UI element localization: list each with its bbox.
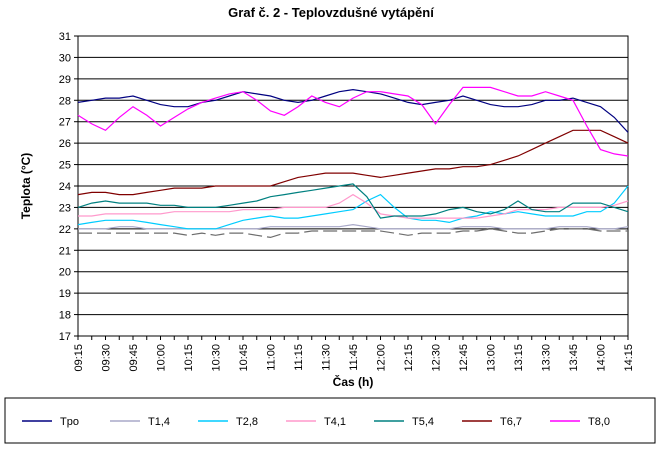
gridlines bbox=[78, 56, 628, 316]
y-axis: 17 18 19 20 21 22 23 24 25 26 27 28 29 30 31 bbox=[59, 31, 78, 343]
x-tick-label: 12:45 bbox=[458, 344, 470, 372]
x-tick-label: 13:00 bbox=[486, 344, 498, 372]
x-tick-label: 12:15 bbox=[403, 344, 415, 372]
x-tick-label: 10:00 bbox=[156, 344, 168, 372]
series-line-T8-0 bbox=[77, 86, 629, 157]
x-tick-label: 11:00 bbox=[266, 344, 278, 371]
legend-entry: T6,7 bbox=[500, 416, 522, 428]
x-tick-label: 12:00 bbox=[376, 344, 388, 372]
y-tick-label: 18 bbox=[59, 310, 71, 322]
chart-title: Graf č. 2 - Teplovzdušné vytápění bbox=[228, 5, 434, 20]
series-line-T2-8 bbox=[77, 185, 629, 230]
x-tick-label: 13:30 bbox=[541, 344, 553, 372]
x-tick-label: 10:30 bbox=[211, 344, 223, 372]
series-line-T1-4 bbox=[78, 223, 629, 230]
y-tick-label: 28 bbox=[59, 95, 71, 107]
y-tick-label: 24 bbox=[59, 181, 71, 193]
x-tick-label: 09:15 bbox=[73, 344, 85, 372]
x-tick-label: 12:30 bbox=[431, 344, 443, 372]
y-axis-label: Teplota (°C) bbox=[19, 153, 33, 220]
y-tick-label: 23 bbox=[59, 202, 71, 214]
x-tick-label: 11:15 bbox=[293, 344, 305, 371]
y-tick-label: 17 bbox=[59, 331, 71, 343]
series-lines bbox=[77, 86, 629, 239]
y-tick-label: 31 bbox=[59, 31, 71, 43]
y-tick-label: 29 bbox=[59, 74, 71, 86]
legend-entry: Tpo bbox=[60, 416, 79, 428]
x-tick-label: 09:45 bbox=[128, 344, 140, 372]
y-tick-label: 30 bbox=[59, 52, 71, 64]
x-tick-label: 11:30 bbox=[321, 344, 333, 371]
legend-entry: T5,4 bbox=[412, 416, 434, 428]
x-tick-label: 10:45 bbox=[238, 344, 250, 372]
series-line-T4-1 bbox=[78, 193, 629, 219]
x-axis-label: Čas (h) bbox=[333, 374, 374, 389]
y-tick-label: 20 bbox=[59, 267, 71, 279]
x-tick-label: 09:30 bbox=[101, 344, 113, 372]
legend-entry: T1,4 bbox=[148, 416, 170, 428]
x-tick-label: 14:00 bbox=[596, 344, 608, 372]
series-line-unlabeled-7 bbox=[78, 228, 628, 239]
series-line-T6-7 bbox=[77, 129, 629, 196]
y-tick-label: 21 bbox=[59, 245, 71, 257]
legend-entry: T8,0 bbox=[588, 416, 610, 428]
legend-items: Tpo T1,4 T2,8 T4,1 T5,4 T6,7 T8,0 bbox=[22, 416, 610, 428]
x-tick-label: 13:45 bbox=[568, 344, 580, 372]
legend-entry: T4,1 bbox=[324, 416, 346, 428]
x-tick-label: 14:15 bbox=[623, 344, 635, 372]
x-axis: 09:15 09:30 09:45 10:00 10:15 10:30 10:45 11:00… bbox=[73, 336, 635, 372]
x-tick-label: 10:15 bbox=[183, 344, 195, 372]
x-tick-label: 13:15 bbox=[513, 344, 525, 372]
series-line-Tpo bbox=[77, 88, 629, 133]
y-tick-label: 27 bbox=[59, 117, 71, 129]
series-line-T5-4 bbox=[77, 183, 629, 219]
y-tick-label: 26 bbox=[59, 138, 71, 150]
y-tick-label: 25 bbox=[59, 160, 71, 172]
y-tick-label: 19 bbox=[59, 288, 71, 300]
x-tick-label: 11:45 bbox=[348, 344, 360, 371]
y-tick-label: 22 bbox=[59, 224, 71, 236]
legend-entry: T2,8 bbox=[236, 416, 258, 428]
